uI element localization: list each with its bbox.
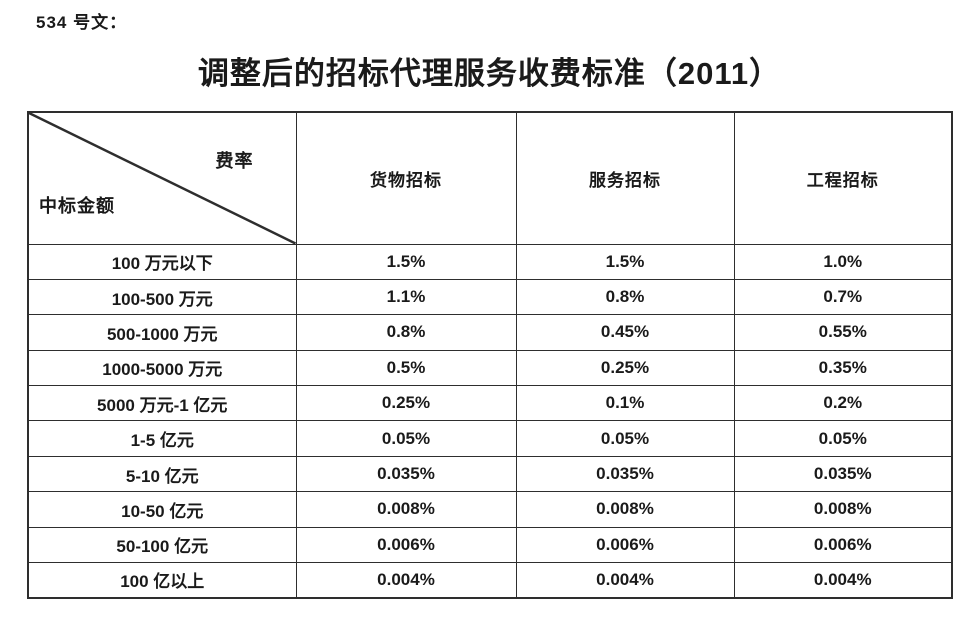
fee-cell: 1.1% <box>295 278 517 316</box>
corner-label-bid-amount: 中标金额 <box>39 195 115 216</box>
fee-cell: 0.7% <box>733 278 953 316</box>
table-row: 100 亿以上 0.004% 0.004% 0.004% <box>27 562 953 599</box>
table-row: 100 万元以下 1.5% 1.5% 1.0% <box>27 243 953 280</box>
fee-cell: 0.05% <box>733 420 953 457</box>
table-row: 100-500 万元 1.1% 0.8% 0.7% <box>27 278 953 316</box>
table-row: 1-5 亿元 0.05% 0.05% 0.05% <box>27 420 953 457</box>
amount-cell: 10-50 亿元 <box>27 491 297 528</box>
amount-cell: 500-1000 万元 <box>27 314 297 351</box>
amount-cell: 5000 万元-1 亿元 <box>27 385 297 422</box>
fee-cell: 0.25% <box>295 385 517 422</box>
table-row: 1000-5000 万元 0.5% 0.25% 0.35% <box>27 349 953 387</box>
table-row: 50-100 亿元 0.006% 0.006% 0.006% <box>27 526 953 564</box>
fee-standard-table: 费率 中标金额 货物招标 服务招标 工程招标 100 万元以下 1.5% 1.5… <box>27 111 953 599</box>
column-header-goods: 货物招标 <box>295 111 517 245</box>
fee-cell: 0.05% <box>515 420 735 457</box>
fee-cell: 1.5% <box>295 243 517 280</box>
fee-cell: 0.8% <box>515 278 735 316</box>
fee-cell: 1.5% <box>515 243 735 280</box>
fee-cell: 0.004% <box>295 562 517 599</box>
amount-cell: 100 万元以下 <box>27 243 297 280</box>
fee-cell: 0.008% <box>295 491 517 528</box>
amount-cell: 100 亿以上 <box>27 562 297 599</box>
fee-cell: 0.25% <box>515 349 735 387</box>
table-row: 500-1000 万元 0.8% 0.45% 0.55% <box>27 314 953 351</box>
fee-cell: 0.035% <box>733 455 953 493</box>
fee-cell: 0.55% <box>733 314 953 351</box>
amount-cell: 5-10 亿元 <box>27 455 297 493</box>
fee-cell: 1.0% <box>733 243 953 280</box>
fee-cell: 0.5% <box>295 349 517 387</box>
table-row: 5000 万元-1 亿元 0.25% 0.1% 0.2% <box>27 385 953 422</box>
amount-cell: 1-5 亿元 <box>27 420 297 457</box>
table-row: 5-10 亿元 0.035% 0.035% 0.035% <box>27 455 953 493</box>
fee-cell: 0.2% <box>733 385 953 422</box>
fee-cell: 0.004% <box>515 562 735 599</box>
fee-cell: 0.008% <box>733 491 953 528</box>
doc-number-label: 534 号文： <box>36 13 128 32</box>
fee-cell: 0.006% <box>515 526 735 564</box>
amount-cell: 50-100 亿元 <box>27 526 297 564</box>
corner-label-fee-rate: 费率 <box>215 151 254 171</box>
fee-cell: 0.035% <box>515 455 735 493</box>
fee-cell: 0.008% <box>515 491 735 528</box>
fee-cell: 0.05% <box>295 420 517 457</box>
table-header-row: 费率 中标金额 货物招标 服务招标 工程招标 <box>27 111 953 245</box>
diagonal-corner-content: 费率 中标金额 <box>29 113 295 243</box>
amount-cell: 100-500 万元 <box>27 278 297 316</box>
column-header-engineering: 工程招标 <box>733 111 953 245</box>
fee-cell: 0.45% <box>515 314 735 351</box>
page-title: 调整后的招标代理服务收费标准（2011） <box>197 56 782 91</box>
fee-cell: 0.006% <box>733 526 953 564</box>
table-row: 10-50 亿元 0.008% 0.008% 0.008% <box>27 491 953 528</box>
column-header-services: 服务招标 <box>515 111 735 245</box>
fee-cell: 0.035% <box>295 455 517 493</box>
amount-cell: 1000-5000 万元 <box>27 349 297 387</box>
fee-cell: 0.35% <box>733 349 953 387</box>
fee-cell: 0.004% <box>733 562 953 599</box>
fee-cell: 0.006% <box>295 526 517 564</box>
diagonal-divider-line <box>29 113 295 243</box>
fee-cell: 0.1% <box>515 385 735 422</box>
diagonal-corner-cell: 费率 中标金额 <box>27 111 297 245</box>
fee-cell: 0.8% <box>295 314 517 351</box>
